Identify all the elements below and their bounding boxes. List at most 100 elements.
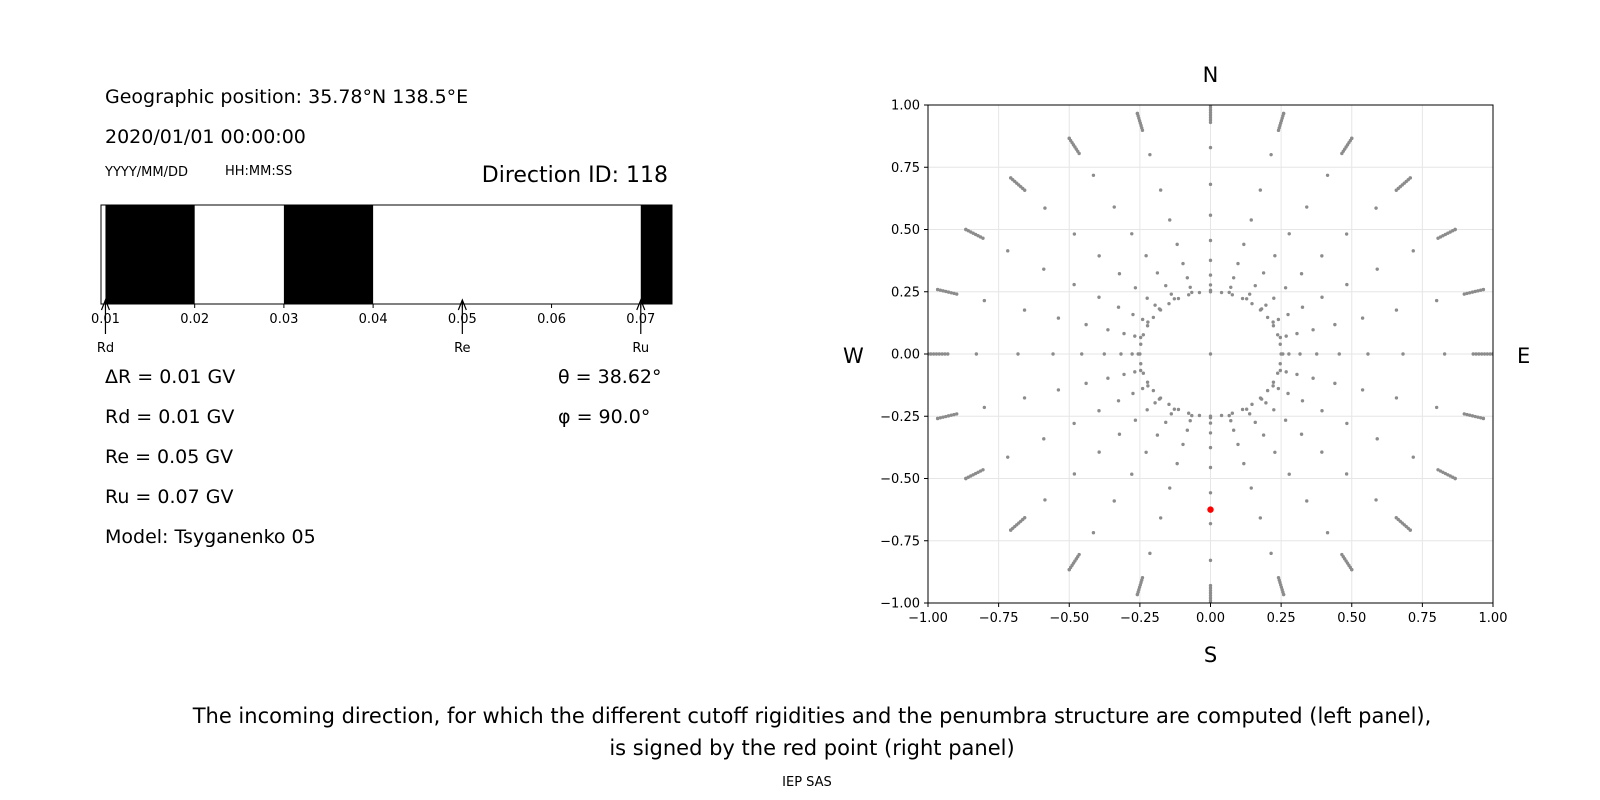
marker-label-ru: Ru — [632, 341, 649, 356]
direction-point — [1273, 254, 1277, 258]
direction-point — [1264, 303, 1268, 307]
direction-point — [1151, 315, 1156, 320]
direction-point — [1175, 461, 1179, 466]
direction-point — [1009, 176, 1013, 180]
direction-point — [1286, 391, 1290, 396]
direction-point — [1240, 407, 1245, 412]
direction-point — [1042, 437, 1046, 441]
direction-point — [1284, 334, 1288, 338]
direction-point — [1462, 292, 1466, 296]
direction-point — [1276, 386, 1281, 391]
direction-point — [1253, 283, 1257, 288]
direction-point — [1097, 450, 1101, 454]
marker-label-re: Re — [454, 341, 470, 356]
direction-point — [1476, 415, 1480, 419]
marker-arrowhead — [100, 298, 111, 311]
direction-point — [1176, 296, 1181, 301]
direction-point — [1320, 295, 1324, 299]
direction-point — [1175, 242, 1179, 247]
direction-point — [1408, 528, 1412, 532]
direction-point — [1271, 320, 1275, 324]
direction-point — [1072, 282, 1076, 287]
direction-point — [1465, 412, 1469, 417]
direction-point — [1208, 145, 1213, 150]
direction-point — [1287, 472, 1291, 476]
x-tick-label: −0.75 — [979, 611, 1019, 626]
date-format-hint: YYYY/MM/DD — [105, 165, 188, 180]
direction-point — [1155, 271, 1160, 275]
direction-point — [1155, 433, 1160, 437]
direction-point — [1286, 312, 1290, 317]
direction-point — [1208, 288, 1213, 292]
direction-point — [1138, 368, 1143, 373]
direction-point — [1006, 455, 1010, 459]
direction-point — [1122, 372, 1126, 377]
y-tick-label: 0.50 — [891, 223, 920, 238]
direction-point — [1208, 108, 1213, 112]
direction-point — [1140, 386, 1145, 391]
direction-point — [1181, 442, 1185, 447]
direction-point — [1250, 301, 1254, 306]
direction-point — [1167, 402, 1171, 407]
direction-point — [1283, 418, 1288, 422]
direction-point — [1250, 402, 1254, 407]
direction-point — [1299, 272, 1304, 276]
direction-point — [1084, 322, 1088, 327]
direction-point — [1462, 412, 1466, 416]
x-tick-label: 0.03 — [269, 312, 298, 327]
direction-point — [1072, 421, 1076, 426]
x-tick-label: 0.50 — [1337, 611, 1366, 626]
direction-point — [1264, 401, 1268, 405]
direction-point — [1164, 420, 1168, 425]
x-tick-label: 1.00 — [1479, 611, 1508, 626]
direction-point — [1208, 421, 1213, 425]
direction-point — [1133, 286, 1138, 290]
direction-point — [1227, 290, 1231, 295]
direction-point — [1185, 428, 1190, 432]
direction-point — [1208, 593, 1213, 598]
direction-point — [1112, 499, 1116, 503]
forbidden-band — [283, 205, 374, 304]
direction-point — [1470, 290, 1475, 294]
direction-point — [1247, 412, 1252, 416]
direction-point — [1153, 303, 1157, 307]
direction-point — [1485, 352, 1490, 356]
direction-point — [1208, 182, 1213, 187]
direction-point — [1476, 289, 1480, 293]
direction-point — [1208, 258, 1213, 263]
direction-point — [1117, 432, 1122, 436]
direction-point — [1133, 334, 1137, 338]
direction-point — [1116, 399, 1121, 403]
direction-point — [1269, 152, 1273, 157]
direction-point — [1158, 188, 1163, 192]
direction-point — [1208, 596, 1213, 600]
direction-point — [1208, 238, 1213, 243]
direction-point — [1208, 115, 1213, 120]
geo-position: Geographic position: 35.78°N 138.5°E — [105, 86, 469, 108]
direction-point — [1477, 352, 1481, 356]
direction-point — [1278, 342, 1282, 346]
x-tick-label: 0.06 — [537, 312, 566, 327]
y-tick-label: 0.00 — [891, 348, 920, 363]
x-tick-label: −0.25 — [1120, 611, 1160, 626]
direction-point — [1144, 254, 1148, 258]
direction-point — [1190, 413, 1194, 418]
direction-point — [1138, 335, 1143, 340]
direction-point — [943, 352, 947, 356]
direction-point — [1281, 352, 1285, 356]
direction-point — [1169, 412, 1174, 416]
direction-point — [1208, 352, 1213, 356]
direction-point — [1022, 396, 1027, 400]
y-tick-label: 0.75 — [891, 161, 920, 176]
direction-point — [1229, 419, 1233, 423]
direction-point — [1333, 381, 1337, 386]
direction-point — [1067, 136, 1071, 141]
direction-point — [1197, 290, 1202, 295]
penumbra-frame — [100, 204, 673, 305]
direction-point — [1097, 295, 1101, 299]
direction-point — [1097, 409, 1101, 413]
direction-point — [1236, 442, 1240, 447]
direction-point — [1072, 472, 1077, 476]
direction-point — [1337, 352, 1341, 356]
direction-point — [1208, 283, 1213, 287]
